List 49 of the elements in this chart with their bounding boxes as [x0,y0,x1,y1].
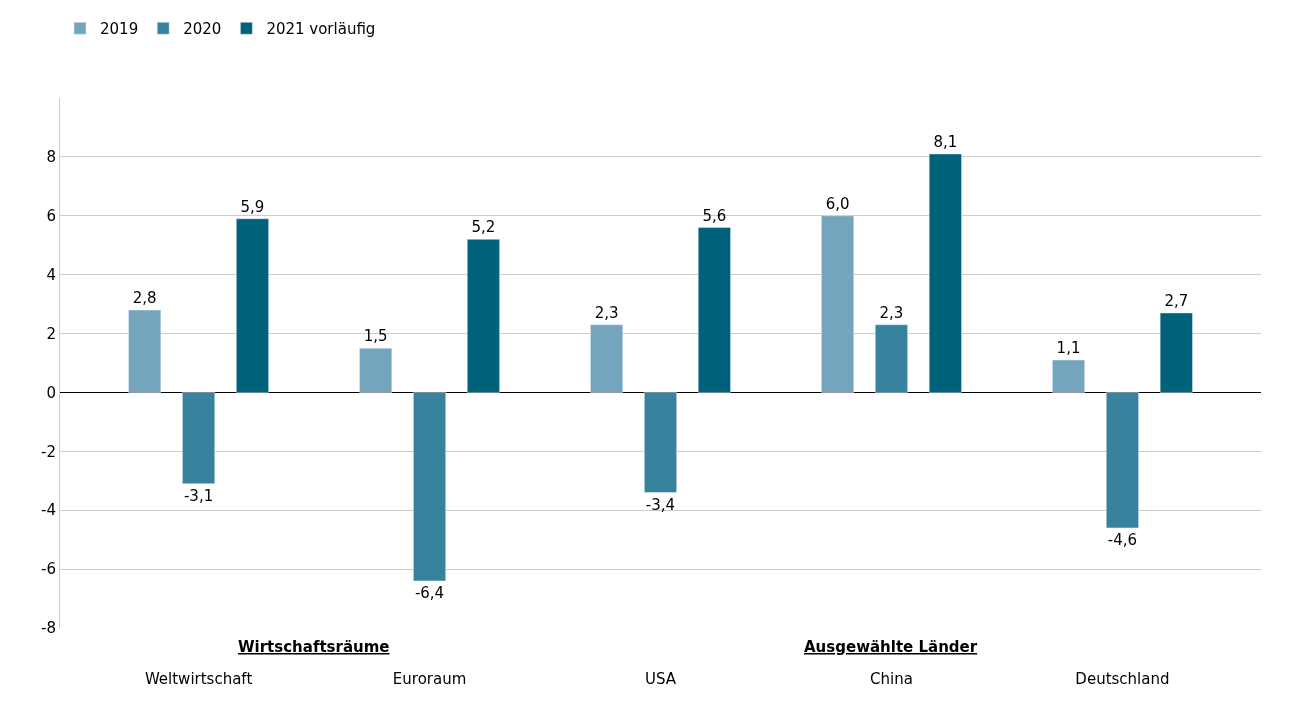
data-label: -4,6 [1107,530,1138,549]
bar [467,239,500,393]
y-tick-label: -4 [41,501,56,520]
bar [697,227,731,393]
data-label: 5,2 [471,218,496,237]
legend-label: 2021 vorläufig [266,20,376,39]
y-tick-label: -2 [41,442,56,461]
text: Ausgewählte Länder [804,638,978,656]
data-label: 2,3 [879,303,904,322]
data-label: 5,6 [702,206,727,225]
y-tick-label: 2 [46,324,56,343]
data-label: 2,7 [1164,291,1189,310]
bar [359,348,393,393]
bar [413,392,446,582]
data-label: 1,5 [363,327,388,346]
bar [1106,392,1139,529]
legend-label: 2019 [100,20,139,39]
bar [236,218,269,393]
bar [590,324,624,393]
x-tick-label: Weltwirtschaft [144,670,253,688]
data-label: -3,4 [645,495,676,514]
y-tick-label: 6 [46,207,56,226]
text: Wirtschaftsräume [238,638,390,656]
bar [1052,359,1085,393]
data-label: -6,4 [414,583,445,602]
y-tick-label: 0 [46,383,56,402]
data-label: 2,8 [132,289,157,307]
data-label: 6,0 [825,194,850,213]
x-tick-label: China [870,670,913,688]
y-tick-label: -6 [41,560,56,579]
data-label: 2,3 [594,303,619,322]
bar [128,309,162,393]
legend-label: 2020 [183,20,222,39]
bar [928,153,962,393]
bar [1159,312,1193,393]
x-tick-label: USA [644,670,677,688]
x-tick-label: Euroraum [392,670,467,688]
y-tick-label: 8 [46,148,56,167]
y-tick-label: -8 [41,619,56,638]
data-label: -3,1 [183,486,214,505]
x-tick-label: Deutschland [1075,670,1170,688]
y-tick-label: 4 [46,265,56,284]
bar [182,392,215,484]
bar [644,392,677,493]
bar [821,215,854,393]
data-label: 1,1 [1056,339,1081,358]
data-label: 8,1 [933,132,958,151]
bar [875,324,908,393]
data-label: 5,9 [240,197,265,216]
